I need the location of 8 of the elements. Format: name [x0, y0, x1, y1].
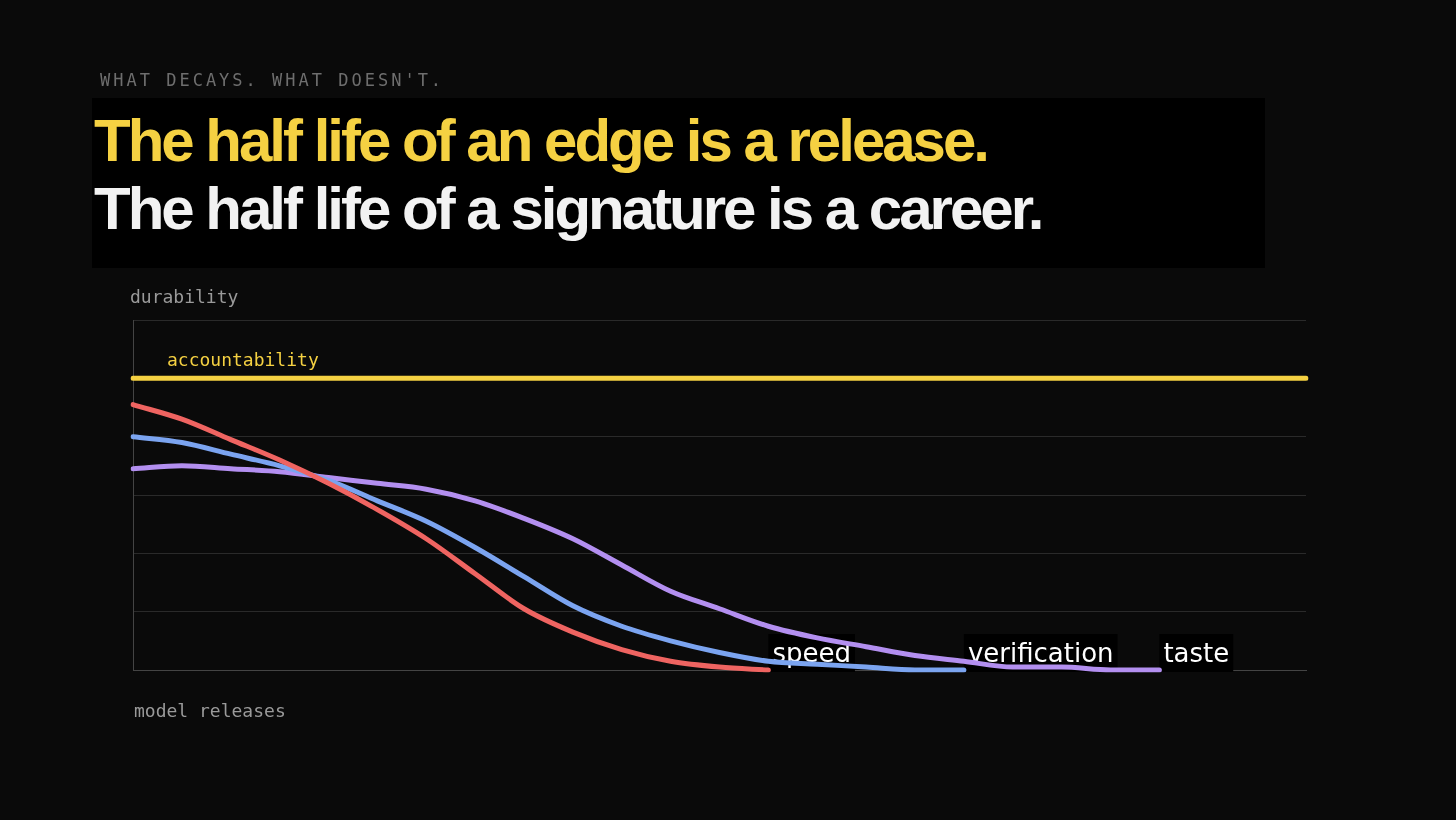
series-label: accountability — [167, 349, 319, 371]
text: WHAT DECAYS. WHAT DOESN'T. — [100, 70, 445, 90]
chart-subtitle: The half life of a signature is a career. — [94, 174, 1042, 243]
chart-title: The half life of an edge is a release. — [94, 106, 988, 175]
series-label: verification — [967, 637, 1114, 668]
series-label: taste — [1163, 637, 1230, 668]
y-axis-title: durability — [130, 286, 239, 307]
x-axis-title: model releases — [134, 700, 286, 721]
